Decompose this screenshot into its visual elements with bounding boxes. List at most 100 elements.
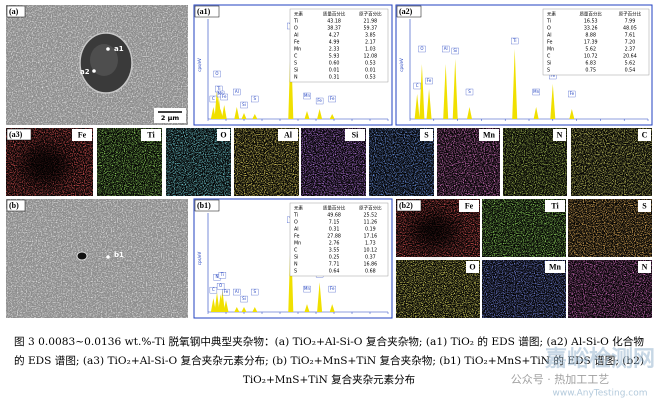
point-marker [106,255,110,259]
caption-line: 的 EDS 谱图; (a3) TiO₂+Al-Si-O 复合夹杂元素分布; (b… [14,354,644,367]
table-cell: 7.71 [329,262,340,268]
peak-label-box [418,45,426,53]
table-cell: 1.03 [365,47,376,53]
peak-label: Al [235,289,239,294]
watermark-site: 嘉峪检测网 [545,346,655,372]
element-map: Mn [482,260,566,318]
spectrum-peak [219,290,225,312]
spectrum-peak [214,292,220,312]
table-cell: O [294,220,298,226]
peak-label-box [328,285,336,293]
peak-label: Mn [304,93,310,98]
table-cell: 7.20 [625,40,636,46]
element-map: N [568,260,652,318]
spectrum-peak [304,304,310,312]
map-label-box [141,129,161,141]
table-cell: 59.37 [363,26,377,32]
peak-label-box [233,88,241,96]
panel-label-box [6,5,26,18]
map-label: C [642,130,648,139]
point-marker [92,69,96,73]
peak-label: Mn [218,91,224,96]
table-cell: 17.39 [584,40,598,46]
map-label-box [420,129,433,141]
peak-label-box [251,288,259,296]
table-cell: 16.53 [584,19,598,25]
peak-label: Si [242,296,246,301]
table-cell: 38.37 [327,26,341,32]
peak-label: Ti [220,272,224,277]
map-label: S [424,130,429,139]
table-cell: 0.53 [365,61,376,67]
panel-label: (b2) [399,201,413,210]
table-cell: 16.86 [363,262,377,268]
spectrum-peak [550,84,556,119]
peak-label: S [468,89,471,94]
table-cell: N [294,75,298,81]
table-cell: Si [294,68,298,74]
peak-label-box [209,286,218,294]
map-label-box [459,200,479,212]
table-cell: 0.31 [329,75,340,81]
point-label: a1 [114,45,124,53]
table-cell: 4.27 [329,33,340,39]
table-cell: Al [547,33,552,39]
peak-label-box [213,70,221,78]
point-label: a2 [80,68,90,76]
point-label: b1 [114,251,124,259]
table-cell: 0.60 [329,61,340,67]
table-header: 原子百分比 [359,205,382,212]
panel-label-box [194,5,220,18]
peak-label: Al [235,89,239,94]
peak-label-box [233,288,241,296]
table-header: 元素 [294,11,303,18]
table-cell: 0.68 [365,269,376,275]
table-header: 质量百分比 [323,11,346,18]
spectrum-peak [252,114,258,119]
table-cell: 17.16 [363,234,377,240]
peak-label-box [218,272,227,279]
table-cell: 3.55 [329,248,340,254]
table-cell: Mn [294,47,301,53]
table-cell: 0.31 [329,227,340,233]
peak-label-box [413,82,421,90]
map-label-box [72,129,92,141]
table-cell: 2.17 [365,40,376,46]
caption-line: 图 3 0.0083~0.0136 wt.%-Ti 脱氧钢中典型夹杂物：(a) … [14,335,644,348]
table-cell: 7.99 [625,19,636,25]
peak-label-box [442,45,450,53]
peak-label: O [219,283,222,288]
table-cell: 11.26 [363,220,377,226]
element-map: S [568,199,652,257]
table-cell: 7.61 [625,33,636,39]
table-cell: 27.88 [327,234,341,240]
peak-label-box [303,285,311,293]
table-cell: Si [547,61,551,67]
inclusion-core [90,44,118,76]
table-cell: 33.26 [584,26,598,32]
map-label-box [638,200,651,212]
table-cell: 0.53 [365,75,376,81]
map-label: Mn [483,130,496,139]
map-label-box [278,129,298,141]
map-label-box [466,261,479,273]
element-map: Ti [482,199,566,257]
peak-label-box [425,77,433,85]
eds-spectrum: cps/eVCOTiMnFeAlSiSTiMnFeFe元素质量百分比原子百分比T… [193,4,393,126]
peak-label: C [212,287,215,292]
spectrum-peak [252,307,258,312]
table-cell: 0.64 [329,269,340,275]
peak-label: Mn [304,286,310,291]
element-map: Al [234,128,299,196]
peak-label: Al [444,46,448,51]
map-label-box [545,261,565,273]
table-cell: 0.25 [329,255,340,261]
spectrum-peak [221,105,227,119]
table-cell: 0.01 [329,68,340,74]
map-label: N [642,262,648,271]
peak-label: Mn [533,89,539,94]
eds-table [289,8,389,83]
spectrum-peak [218,109,224,119]
spectrum-peak [223,300,229,312]
spectrum-peak [443,64,449,119]
